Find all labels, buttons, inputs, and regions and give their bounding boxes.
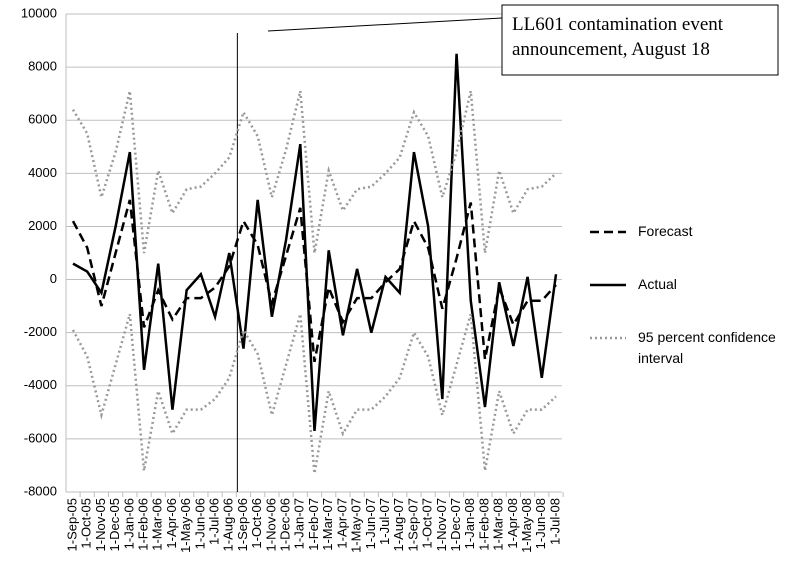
x-tick-label: 1-Nov-07 (434, 498, 449, 551)
x-tick-label: 1-Jul-07 (377, 498, 392, 545)
annotation-box (501, 4, 779, 76)
x-tick-label: 1-Aug-06 (221, 498, 236, 551)
series-line (71, 313, 557, 474)
x-tick-label: 1-Oct-07 (420, 498, 435, 549)
x-tick-label: 1-Oct-06 (249, 498, 264, 549)
x-tick-label: 1-May-08 (519, 498, 534, 553)
legend-label: 95 percent confidence interval (638, 329, 776, 366)
legend-entry: 95 percent confidence interval (638, 329, 776, 366)
y-tick-label: -8000 (24, 483, 57, 498)
x-tick-label: 1-Feb-07 (306, 498, 321, 551)
y-tick-label: 4000 (28, 165, 57, 180)
x-tick-label: 1-Dec-07 (448, 498, 463, 551)
y-tick-label: -2000 (24, 324, 57, 339)
y-tick-label: -4000 (24, 377, 57, 392)
legend-entry: Forecast (638, 223, 693, 239)
x-tick-label: 1-Feb-06 (135, 498, 150, 551)
y-tick-label: 0 (50, 271, 57, 286)
x-tick-label: 1-Sep-06 (235, 498, 250, 551)
y-tick-label: 2000 (28, 218, 57, 233)
x-tick-label: 1-Jun-08 (533, 498, 548, 549)
annotation-leader (267, 17, 503, 32)
x-tick-label: 1-Nov-06 (263, 498, 278, 551)
y-tick-label: -6000 (24, 430, 57, 445)
legend-entry: Actual (638, 276, 677, 292)
x-tick-label: 1-Nov-05 (93, 498, 108, 551)
x-tick-label: 1-Jan-06 (121, 498, 136, 549)
annotation-text: LL601 contamination event announcement, … (512, 14, 724, 60)
y-tick-label: 10000 (21, 5, 57, 20)
x-tick-label: 1-Mar-07 (320, 498, 335, 551)
x-tick-label: 1-Apr-06 (164, 498, 179, 549)
x-tick-label: 1-Jun-07 (363, 498, 378, 549)
annotation: LL601 contamination event announcement, … (512, 14, 724, 60)
x-tick-label: 1-May-07 (349, 498, 364, 553)
series-line (71, 90, 557, 254)
x-tick-label: 1-Jan-07 (292, 498, 307, 549)
y-tick-label: 6000 (28, 112, 57, 127)
x-tick-label: 1-Jul-06 (206, 498, 221, 545)
plot: -8000 -6000 -4000 -2000 0 2000 4000 6000 8000 100… (21, 5, 776, 553)
x-tick-label: 1-Mar-06 (150, 498, 165, 551)
x-tick-label: 1-Jun-06 (192, 498, 207, 549)
series-line (72, 53, 558, 432)
legend-label: Forecast (638, 223, 693, 239)
x-tick-label: 1-Sep-07 (405, 498, 420, 551)
x-tick-label: 1-Oct-05 (79, 498, 94, 549)
x-tick-label: 1-Mar-08 (491, 498, 506, 551)
x-tick-label: 1-Apr-07 (334, 498, 349, 549)
x-tick-label: 1-Jan-08 (462, 498, 477, 549)
x-tick-label: 1-Jul-08 (547, 498, 562, 545)
legend-label: Actual (638, 276, 677, 292)
x-tick-label: 1-Apr-08 (505, 498, 520, 549)
x-tick-label: 1-Feb-08 (476, 498, 491, 551)
x-tick-label: 1-Dec-06 (278, 498, 293, 551)
x-tick-label: 1-Aug-07 (391, 498, 406, 551)
x-tick-label: 1-Sep-05 (64, 498, 79, 551)
x-tick-label: 1-Dec-05 (107, 498, 122, 551)
y-tick-label: 8000 (28, 59, 57, 74)
x-tick-label: 1-May-06 (178, 498, 193, 553)
